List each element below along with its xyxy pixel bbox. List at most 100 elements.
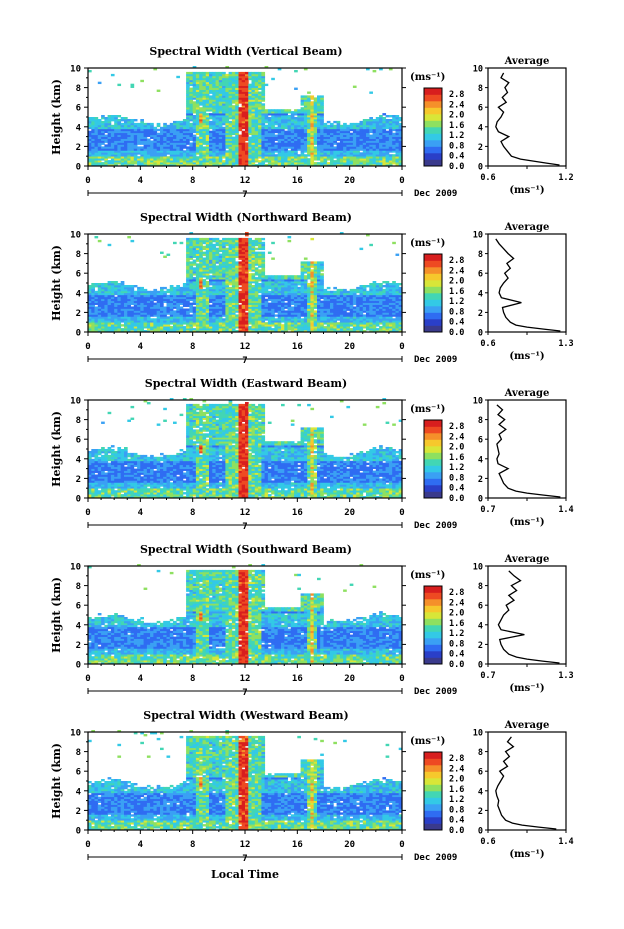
heatmap-cell [307, 160, 311, 163]
heatmap-cell [146, 298, 151, 302]
heatmap-cell [277, 154, 282, 157]
heatmap-cell [137, 310, 141, 313]
heatmap-cell [110, 318, 115, 321]
heatmap-cell [127, 318, 131, 321]
heatmap-cell [248, 273, 252, 276]
heatmap-cell [166, 144, 171, 147]
heatmap-cell [182, 290, 187, 294]
heatmap-cell [195, 237, 200, 241]
heatmap-cell [127, 158, 131, 161]
heatmap-cell [313, 101, 318, 104]
heatmap-cell [349, 128, 354, 132]
heatmap-cell [379, 156, 383, 159]
heatmap-cell [153, 302, 158, 305]
heatmap-cell [202, 111, 207, 114]
heatmap-cell [205, 134, 210, 137]
heatmap-cell [120, 292, 125, 296]
heatmap-cell [320, 115, 324, 118]
heatmap-cell [114, 144, 118, 147]
heatmap-cell [169, 134, 174, 137]
heatmap-cell [117, 285, 122, 288]
heatmap-cell [261, 93, 266, 96]
heatmap-cell [166, 312, 171, 315]
heatmap-cell [104, 294, 109, 298]
heatmap-cell [146, 160, 151, 163]
heatmap-cell [212, 119, 216, 122]
heatmap-cell [94, 150, 99, 153]
heatmap-cell [281, 152, 285, 155]
heatmap-cell [336, 136, 341, 139]
heatmap-cell [124, 140, 128, 143]
heatmap-cell [245, 136, 249, 139]
heatmap-cell [127, 290, 131, 294]
heatmap-cell [150, 126, 154, 130]
heatmap-cell [163, 132, 167, 136]
heatmap-cell [127, 312, 131, 315]
heatmap-cell [153, 126, 158, 130]
heatmap-cell [120, 142, 125, 145]
heatmap-cell [323, 144, 328, 147]
heatmap-cell [101, 136, 105, 139]
heatmap-cell [379, 152, 383, 155]
heatmap-cell [228, 81, 233, 85]
heatmap-cell [166, 150, 171, 153]
heatmap-cell [222, 148, 226, 151]
heatmap-cell [320, 95, 324, 98]
heatmap-cell [326, 148, 331, 151]
heatmap-cell [212, 97, 216, 100]
heatmap-cell [120, 132, 125, 136]
heatmap-cell [274, 162, 279, 165]
avg-y-tick-label: 6 [478, 104, 483, 114]
heatmap-cell [166, 138, 171, 141]
heatmap-cell [245, 93, 249, 96]
heatmap-cell [104, 146, 109, 149]
heatmap-cell [231, 109, 236, 112]
heatmap-cell [228, 89, 233, 92]
heatmap-cell [346, 152, 351, 155]
heatmap-cell [297, 122, 301, 126]
heatmap-cell [225, 140, 230, 143]
heatmap-cell [176, 324, 180, 327]
heatmap-cell [313, 103, 318, 106]
heatmap-cell [212, 152, 216, 155]
heatmap-cell [359, 160, 364, 163]
heatmap-cell [202, 152, 207, 155]
heatmap-cell [281, 162, 285, 165]
heatmap-cell [150, 320, 154, 323]
average-title: Average [504, 56, 550, 67]
heatmap-cell [362, 124, 367, 128]
heatmap-cell [294, 138, 298, 141]
heatmap-cell [362, 134, 367, 137]
heatmap-cell [225, 117, 230, 120]
heatmap-cell [356, 134, 360, 137]
heatmap-cell [110, 130, 115, 134]
heatmap-cell [254, 101, 259, 104]
heatmap-cell [310, 158, 315, 161]
heatmap-cell [343, 164, 347, 167]
heatmap-cell [179, 290, 184, 294]
heatmap-cell [94, 117, 99, 120]
heatmap-cell [366, 140, 370, 143]
heatmap-cell [117, 138, 122, 141]
heatmap-cell [101, 115, 105, 118]
heatmap-cell [124, 130, 128, 134]
heatmap-cell [205, 152, 210, 155]
heatmap-cell [192, 152, 197, 155]
heatmap-cell [120, 310, 125, 313]
heatmap-cell [251, 146, 256, 149]
heatmap-cell [146, 322, 151, 325]
heatmap-cell [356, 158, 360, 161]
heatmap-cell [205, 93, 210, 96]
heatmap-cell [303, 156, 308, 159]
heatmap-cell [110, 314, 115, 317]
heatmap-cell [173, 304, 177, 307]
heatmap-cell [124, 330, 128, 333]
heatmap-cell [258, 120, 262, 124]
heatmap-cell [189, 126, 194, 130]
heatmap-cell [238, 304, 243, 307]
heatmap-cell [248, 120, 252, 124]
heatmap-cell [225, 150, 230, 153]
heatmap-cell [287, 142, 292, 145]
heatmap-cell [398, 130, 403, 134]
heatmap-cell [388, 128, 393, 132]
